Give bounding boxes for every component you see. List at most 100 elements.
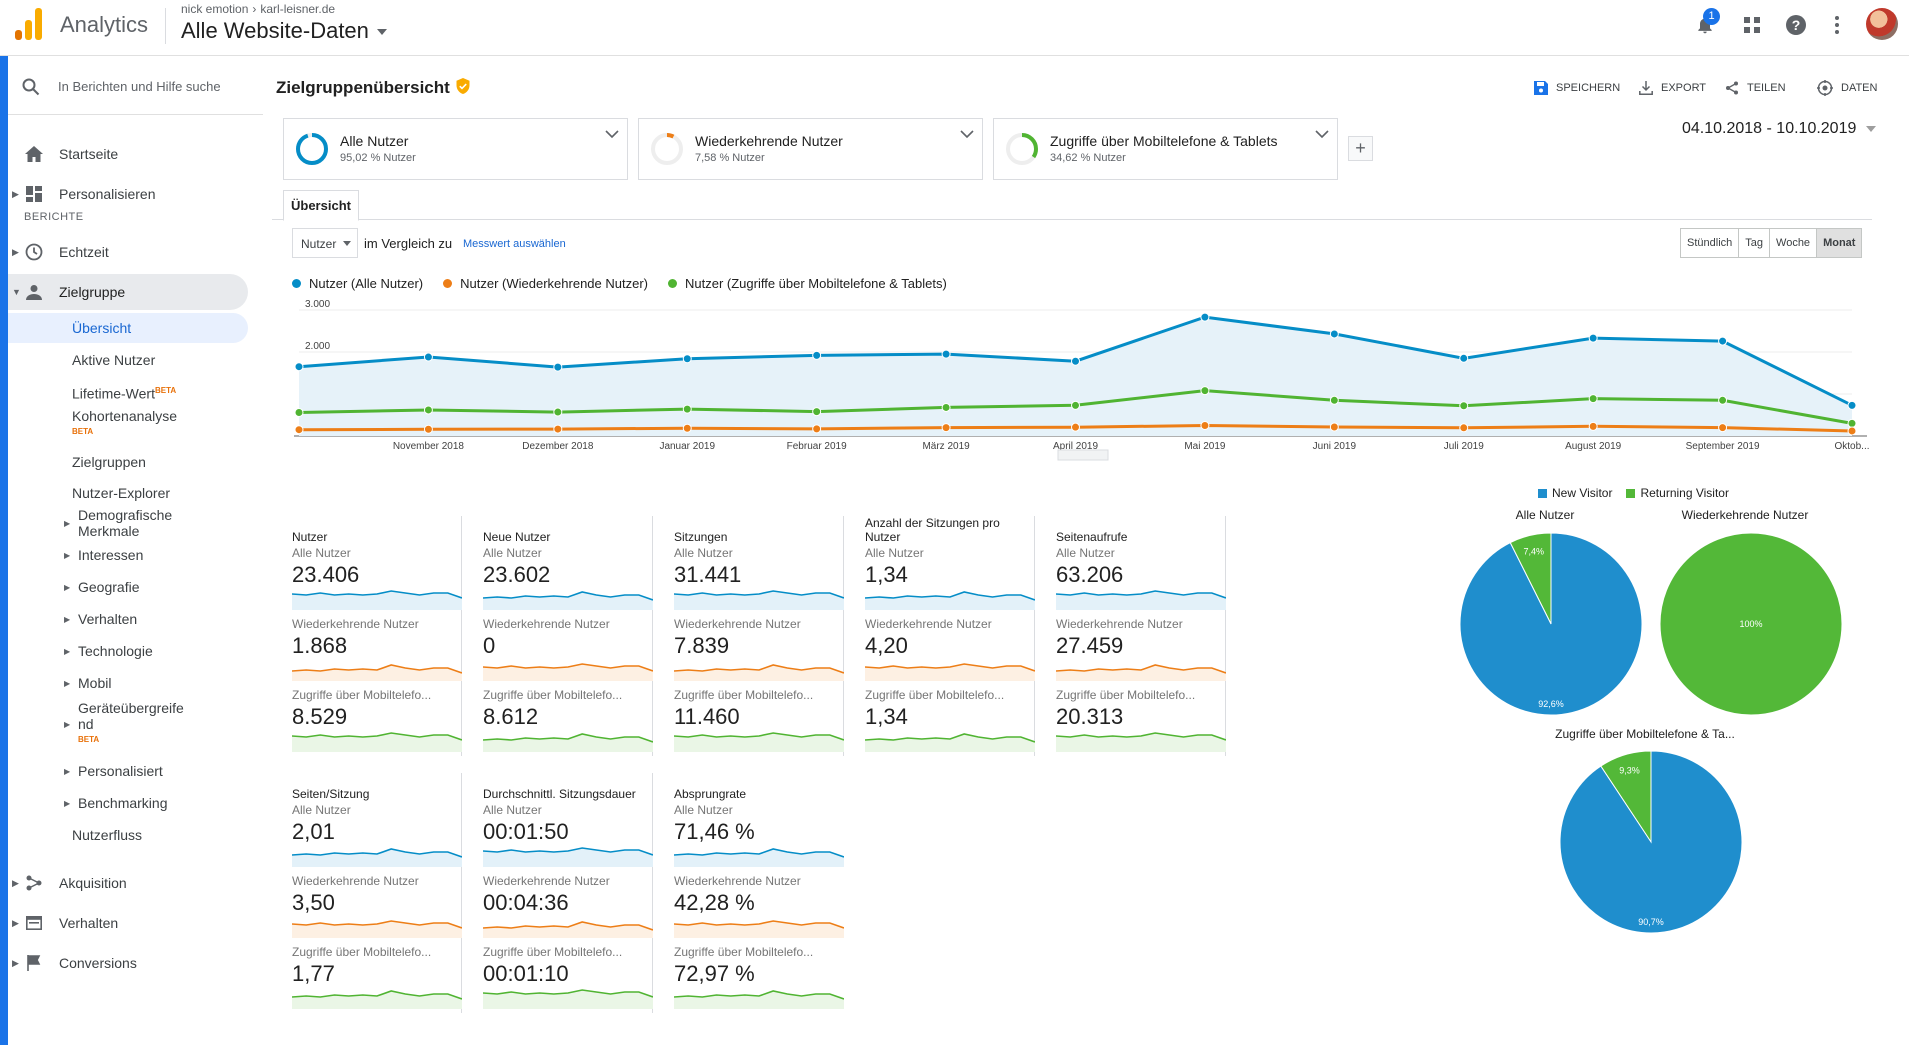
data-point[interactable] xyxy=(1847,418,1857,428)
sparkline xyxy=(674,590,844,610)
sidebar-item-cohort[interactable]: Kohortenanalyse BETA xyxy=(8,407,248,441)
data-point[interactable] xyxy=(1459,423,1469,433)
pie-slice[interactable] xyxy=(1559,750,1743,934)
data-point[interactable] xyxy=(812,407,822,417)
sidebar-item-user-explorer[interactable]: Nutzer-Explorer xyxy=(8,478,248,508)
date-range-picker[interactable]: 04.10.2018 - 10.10.2019 xyxy=(1682,120,1877,138)
sidebar-item-geo[interactable]: ▶ Geografie xyxy=(8,572,248,602)
data-point[interactable] xyxy=(553,424,563,434)
data-point[interactable] xyxy=(1718,336,1728,346)
data-point[interactable] xyxy=(553,362,563,372)
sidebar-item-technology[interactable]: ▶ Technologie xyxy=(8,636,248,666)
data-point[interactable] xyxy=(294,425,304,435)
data-point[interactable] xyxy=(1718,423,1728,433)
legend-item[interactable]: Nutzer (Zugriffe über Mobiltelefone & Ta… xyxy=(668,276,947,291)
data-point[interactable] xyxy=(812,424,822,434)
sidebar-item-conversions[interactable]: ▶ Conversions xyxy=(8,945,248,981)
save-button[interactable]: SPEICHERN xyxy=(1534,80,1620,96)
search-input[interactable] xyxy=(58,74,253,98)
segment-mobile-tablet[interactable]: Zugriffe über Mobiltelefone & Tablets 34… xyxy=(993,118,1338,180)
data-point[interactable] xyxy=(1329,395,1339,405)
data-point[interactable] xyxy=(1718,395,1728,405)
sidebar-item-interests[interactable]: ▶ Interessen xyxy=(8,540,248,570)
apps-grid-icon[interactable] xyxy=(1739,12,1765,38)
sidebar-item-overview[interactable]: Übersicht xyxy=(8,313,248,343)
granularity-hourly[interactable]: Stündlich xyxy=(1681,229,1740,257)
data-point[interactable] xyxy=(423,424,433,434)
pie-slice[interactable] xyxy=(1459,532,1643,716)
data-point[interactable] xyxy=(1329,329,1339,339)
data-point[interactable] xyxy=(1200,421,1210,430)
data-point[interactable] xyxy=(1459,353,1469,363)
sidebar-item-demographics[interactable]: ▶ Demografische Merkmale xyxy=(8,503,248,543)
sidebar-item-benchmarking[interactable]: ▶ Benchmarking xyxy=(8,788,248,818)
data-point[interactable] xyxy=(1071,422,1080,432)
sidebar-item-audience[interactable]: ▼ Zielgruppe xyxy=(8,274,248,310)
granularity-day[interactable]: Tag xyxy=(1739,229,1771,257)
help-icon[interactable]: ? xyxy=(1783,12,1809,38)
expand-arrow-icon: ▶ xyxy=(64,614,71,624)
select-metric-link[interactable]: Messwert auswählen xyxy=(463,238,566,250)
data-point[interactable] xyxy=(941,423,951,433)
add-segment-button[interactable]: + xyxy=(1348,136,1373,161)
sidebar-item-active-users[interactable]: Aktive Nutzer xyxy=(8,345,248,375)
avatar[interactable] xyxy=(1866,8,1898,40)
chevron-down-icon[interactable] xyxy=(605,129,619,139)
data-point[interactable] xyxy=(682,404,692,414)
data-point[interactable] xyxy=(1200,312,1210,322)
sidebar-item-behavior-sub[interactable]: ▶ Verhalten xyxy=(8,604,248,634)
segment-returning-users[interactable]: Wiederkehrende Nutzer 7,58 % Nutzer xyxy=(638,118,983,180)
more-vert-icon[interactable] xyxy=(1824,12,1850,38)
legend-item[interactable]: Nutzer (Alle Nutzer) xyxy=(292,276,423,291)
insights-button[interactable]: DATEN xyxy=(1817,80,1877,96)
data-point[interactable] xyxy=(1588,333,1598,343)
data-point[interactable] xyxy=(423,352,433,362)
data-point[interactable] xyxy=(423,405,433,415)
sparkline-line xyxy=(1056,664,1226,674)
data-point[interactable] xyxy=(682,354,692,364)
data-point[interactable] xyxy=(1588,394,1598,404)
sidebar-item-custom[interactable]: ▶ Personalisiert xyxy=(8,756,248,786)
sidebar-item-mobile[interactable]: ▶ Mobil xyxy=(8,668,248,698)
sidebar-item-users-flow[interactable]: Nutzerfluss xyxy=(8,820,248,850)
legend-item[interactable]: Nutzer (Wiederkehrende Nutzer) xyxy=(443,276,648,291)
sidebar-item-realtime[interactable]: ▶ Echtzeit xyxy=(8,234,248,270)
sidebar-item-audiences[interactable]: Zielgruppen xyxy=(8,447,248,477)
data-point[interactable] xyxy=(1071,356,1080,366)
data-point[interactable] xyxy=(1847,400,1857,410)
sidebar-item-cross-device[interactable]: ▶ Geräteübergreife nd BETA xyxy=(8,698,248,750)
sidebar-item-acquisition[interactable]: ▶ Akquisition xyxy=(8,865,248,901)
data-point[interactable] xyxy=(1847,426,1857,436)
chart-resize-handle[interactable] xyxy=(1057,449,1109,461)
data-point[interactable] xyxy=(1200,386,1210,396)
sidebar-item-customize[interactable]: ▶ Personalisieren xyxy=(8,176,248,212)
data-point[interactable] xyxy=(941,402,951,412)
view-selector[interactable]: Alle Website-Daten xyxy=(181,18,387,44)
data-point[interactable] xyxy=(553,407,563,417)
data-point[interactable] xyxy=(294,362,304,372)
data-point[interactable] xyxy=(1588,421,1598,431)
share-button[interactable]: TEILEN xyxy=(1725,80,1786,96)
granularity-week[interactable]: Woche xyxy=(1770,229,1818,257)
sidebar-item-lifetime-value[interactable]: Lifetime-WertBETA xyxy=(8,377,248,407)
sparkline xyxy=(483,733,653,752)
metric-dropdown[interactable]: Nutzer xyxy=(292,228,358,258)
data-point[interactable] xyxy=(294,407,304,417)
tab-overview[interactable]: Übersicht xyxy=(283,190,359,221)
data-point[interactable] xyxy=(812,350,822,360)
chevron-down-icon[interactable] xyxy=(960,129,974,139)
data-point[interactable] xyxy=(1459,401,1469,411)
granularity-month[interactable]: Monat xyxy=(1817,229,1862,257)
chevron-down-icon[interactable] xyxy=(1315,129,1329,139)
pie-slice[interactable] xyxy=(1659,532,1843,716)
data-point[interactable] xyxy=(1329,422,1339,432)
account-breadcrumb[interactable]: nick emotion › karl-leisner.de xyxy=(181,2,335,16)
data-point[interactable] xyxy=(941,349,951,359)
sidebar-item-behavior[interactable]: ▶ Verhalten xyxy=(8,905,248,941)
data-point[interactable] xyxy=(682,423,692,433)
segment-all-users[interactable]: Alle Nutzer 95,02 % Nutzer xyxy=(283,118,628,180)
data-point[interactable] xyxy=(1071,400,1080,410)
analytics-logo-icon[interactable] xyxy=(15,8,43,40)
export-button[interactable]: EXPORT xyxy=(1639,80,1706,96)
sidebar-item-home[interactable]: Startseite xyxy=(8,136,248,172)
